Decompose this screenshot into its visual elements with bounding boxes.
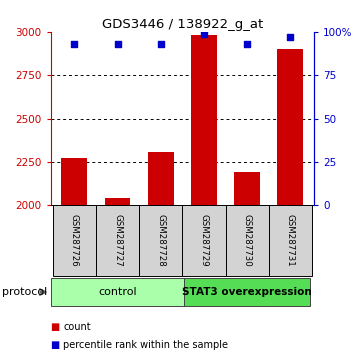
Text: STAT3 overexpression: STAT3 overexpression bbox=[182, 287, 312, 297]
Bar bbox=[184, 278, 310, 306]
Title: GDS3446 / 138922_g_at: GDS3446 / 138922_g_at bbox=[102, 18, 263, 31]
Text: count: count bbox=[63, 322, 91, 332]
Bar bbox=[191, 35, 217, 205]
Text: GSM287731: GSM287731 bbox=[286, 214, 295, 267]
Bar bbox=[182, 205, 226, 276]
Text: protocol: protocol bbox=[2, 287, 47, 297]
Bar bbox=[139, 205, 182, 276]
Point bbox=[287, 34, 293, 40]
Text: GSM287730: GSM287730 bbox=[243, 214, 252, 267]
Text: ■: ■ bbox=[51, 322, 60, 332]
Bar bbox=[53, 205, 96, 276]
Point bbox=[71, 41, 77, 47]
Point bbox=[201, 31, 207, 36]
Bar bbox=[61, 159, 87, 205]
Bar bbox=[234, 172, 260, 205]
Text: ■: ■ bbox=[51, 340, 60, 350]
Text: percentile rank within the sample: percentile rank within the sample bbox=[63, 340, 228, 350]
Text: GSM287728: GSM287728 bbox=[156, 214, 165, 267]
Bar bbox=[148, 152, 174, 205]
Bar bbox=[51, 278, 184, 306]
Bar bbox=[96, 205, 139, 276]
Point bbox=[158, 41, 164, 47]
Point bbox=[114, 41, 120, 47]
Bar bbox=[105, 198, 130, 205]
Bar bbox=[277, 49, 303, 205]
Text: GSM287729: GSM287729 bbox=[199, 215, 208, 267]
Bar bbox=[269, 205, 312, 276]
Text: GSM287726: GSM287726 bbox=[70, 214, 79, 267]
Text: GSM287727: GSM287727 bbox=[113, 214, 122, 267]
Bar bbox=[226, 205, 269, 276]
Point bbox=[244, 41, 250, 47]
Text: control: control bbox=[98, 287, 137, 297]
